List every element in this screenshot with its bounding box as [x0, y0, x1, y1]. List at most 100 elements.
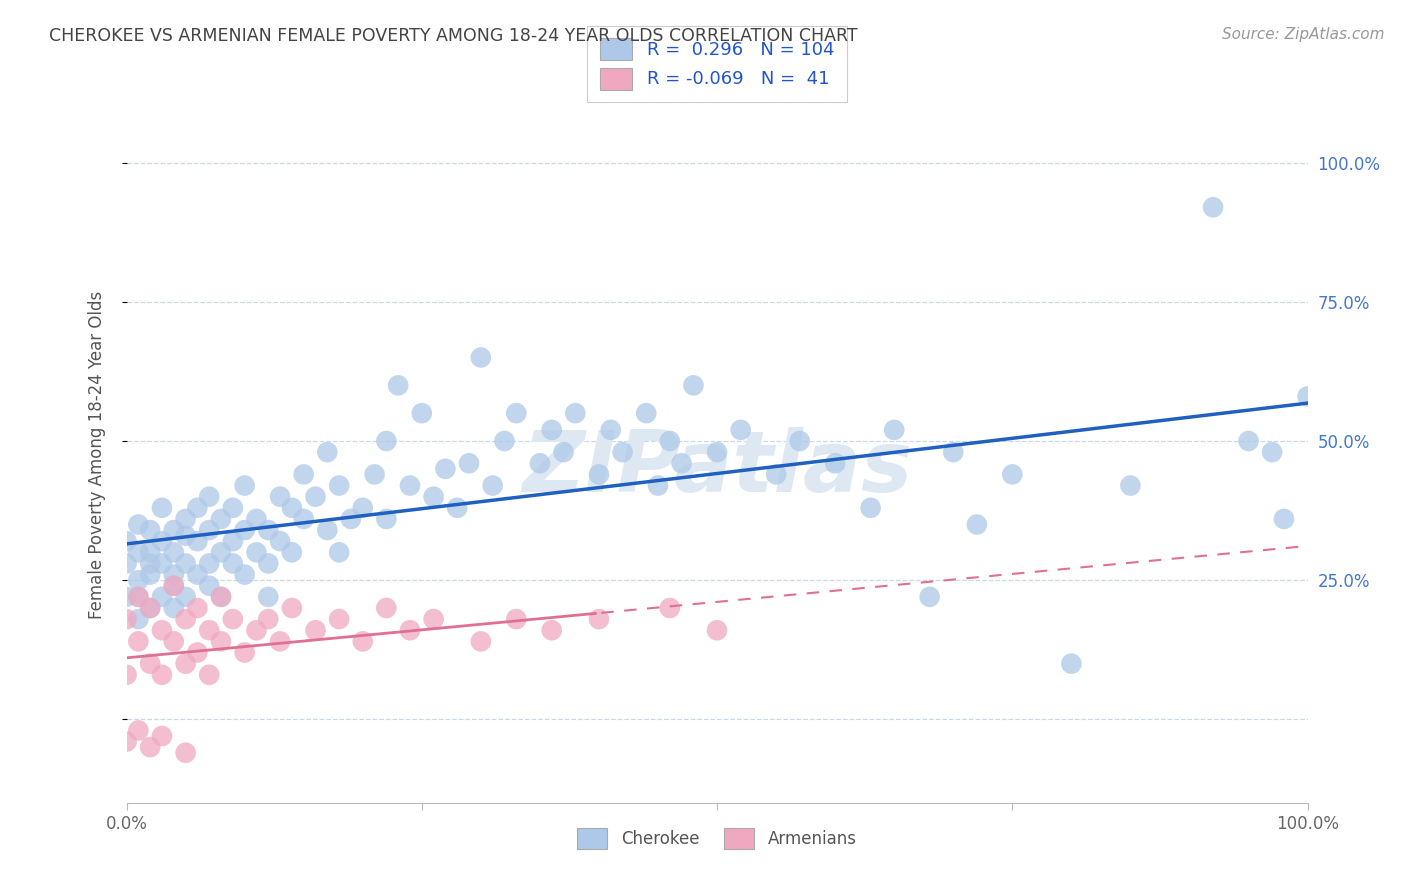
Text: CHEROKEE VS ARMENIAN FEMALE POVERTY AMONG 18-24 YEAR OLDS CORRELATION CHART: CHEROKEE VS ARMENIAN FEMALE POVERTY AMON…: [49, 27, 858, 45]
Point: [245, 512, 267, 526]
Point: [198, 490, 221, 504]
Point: [540, 423, 562, 437]
Point: [269, 634, 291, 648]
Point: [588, 612, 610, 626]
Point: [553, 445, 575, 459]
Point: [163, 545, 186, 559]
Point: [209, 634, 232, 648]
Point: [174, 612, 197, 626]
Point: [671, 456, 693, 470]
Point: [375, 434, 398, 448]
Point: [411, 406, 433, 420]
Point: [150, 534, 173, 549]
Point: [209, 590, 232, 604]
Legend: Cherokee, Armenians: Cherokee, Armenians: [569, 820, 865, 857]
Point: [139, 740, 162, 755]
Point: [422, 490, 444, 504]
Point: [163, 523, 186, 537]
Point: [422, 612, 444, 626]
Point: [269, 534, 291, 549]
Point: [186, 601, 208, 615]
Point: [127, 590, 149, 604]
Point: [682, 378, 704, 392]
Point: [127, 723, 149, 738]
Point: [399, 624, 422, 638]
Point: [658, 434, 681, 448]
Point: [222, 557, 245, 571]
Point: [765, 467, 787, 482]
Point: [363, 467, 385, 482]
Point: [198, 579, 221, 593]
Point: [1272, 512, 1295, 526]
Point: [494, 434, 516, 448]
Point: [612, 445, 634, 459]
Point: [150, 557, 173, 571]
Point: [222, 612, 245, 626]
Point: [198, 624, 221, 638]
Point: [222, 534, 245, 549]
Point: [304, 624, 326, 638]
Point: [706, 445, 728, 459]
Point: [824, 456, 846, 470]
Text: ZIPatlas: ZIPatlas: [522, 427, 912, 510]
Point: [540, 624, 562, 638]
Point: [174, 590, 197, 604]
Point: [340, 512, 363, 526]
Point: [599, 423, 621, 437]
Point: [789, 434, 811, 448]
Point: [730, 423, 752, 437]
Point: [245, 545, 267, 559]
Point: [316, 445, 339, 459]
Point: [150, 500, 173, 515]
Point: [446, 500, 468, 515]
Point: [127, 545, 149, 559]
Point: [292, 467, 315, 482]
Point: [470, 351, 492, 365]
Point: [127, 517, 149, 532]
Point: [150, 590, 173, 604]
Point: [163, 634, 186, 648]
Point: [588, 467, 610, 482]
Point: [127, 573, 149, 587]
Point: [328, 478, 350, 492]
Point: [174, 746, 197, 760]
Point: [458, 456, 481, 470]
Point: [174, 657, 197, 671]
Point: [647, 478, 669, 492]
Point: [918, 590, 941, 604]
Point: [505, 612, 527, 626]
Point: [163, 579, 186, 593]
Point: [127, 590, 149, 604]
Point: [399, 478, 422, 492]
Point: [352, 500, 374, 515]
Point: [470, 634, 492, 648]
Point: [1261, 445, 1284, 459]
Point: [1296, 389, 1319, 403]
Point: [352, 634, 374, 648]
Point: [115, 590, 138, 604]
Point: [375, 601, 398, 615]
Point: [281, 545, 304, 559]
Point: [281, 500, 304, 515]
Point: [139, 545, 162, 559]
Point: [139, 557, 162, 571]
Y-axis label: Female Poverty Among 18-24 Year Olds: Female Poverty Among 18-24 Year Olds: [87, 291, 105, 619]
Point: [150, 667, 173, 681]
Point: [257, 523, 280, 537]
Point: [209, 512, 232, 526]
Point: [150, 729, 173, 743]
Point: [139, 567, 162, 582]
Point: [209, 545, 232, 559]
Point: [150, 624, 173, 638]
Point: [966, 517, 988, 532]
Point: [186, 567, 208, 582]
Point: [529, 456, 551, 470]
Point: [115, 534, 138, 549]
Point: [434, 462, 457, 476]
Point: [186, 646, 208, 660]
Point: [257, 612, 280, 626]
Point: [375, 512, 398, 526]
Point: [505, 406, 527, 420]
Point: [186, 500, 208, 515]
Point: [1119, 478, 1142, 492]
